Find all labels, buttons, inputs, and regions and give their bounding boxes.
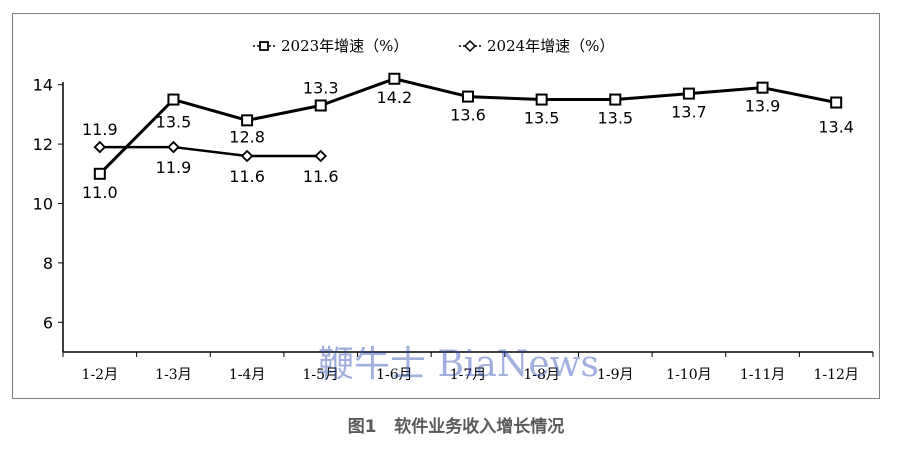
y-tick-label: 10: [33, 195, 53, 214]
legend-label-2: 2024年增速（%）: [487, 37, 614, 55]
legend-marker-square: [259, 41, 269, 51]
data-point-square: [535, 93, 548, 106]
data-label: 13.5: [156, 113, 192, 132]
data-label: 13.3: [303, 78, 339, 97]
data-point-diamond: [314, 149, 328, 163]
series-line-2: [99, 145, 321, 158]
data-point-square: [314, 99, 327, 112]
x-tick-label: 1-6月: [376, 367, 413, 383]
line-chart: 6 8 10 12 14 1-2月 1-3月 1-4月 1-5月 1-6月 1-7月 1-8月 1-9月…: [33, 37, 874, 383]
figure-number: 图1: [347, 417, 377, 437]
y-tick-label: 12: [33, 135, 53, 154]
data-point-square: [167, 93, 180, 106]
legend-label-1: 2023年增速（%）: [281, 37, 408, 55]
y-tick-label: 8: [43, 254, 53, 273]
data-label: 13.6: [450, 106, 486, 125]
data-point-square: [609, 93, 622, 106]
data-point-diamond: [240, 149, 254, 163]
y-tick-label: 6: [43, 313, 53, 332]
x-tick-label: 1-2月: [82, 367, 119, 383]
x-tick-label: 1-4月: [229, 367, 266, 383]
data-point-diamond: [167, 140, 180, 154]
x-tick-label: 1-9月: [597, 367, 634, 383]
data-point-square: [462, 90, 474, 103]
data-label: 11.9: [82, 120, 118, 139]
data-point-square: [830, 96, 843, 109]
x-tick-label: 1-12月: [813, 367, 858, 383]
x-tick-label: 1-11月: [740, 367, 785, 383]
figure-caption: 图1 软件业务收入增长情况: [0, 412, 912, 437]
data-label: 13.7: [671, 103, 707, 122]
legend-marker-diamond: [463, 39, 477, 53]
data-point-diamond: [93, 140, 107, 154]
x-tick-label: 1-3月: [155, 367, 192, 383]
data-label: 14.2: [377, 88, 413, 107]
data-point-square: [241, 114, 254, 127]
data-label: 13.9: [745, 97, 781, 116]
x-tick-label: 1-5月: [302, 367, 339, 383]
watermark: 鞭牛士 BiaNews: [318, 344, 599, 385]
data-label: 13.5: [524, 109, 560, 128]
data-label: 11.6: [229, 167, 265, 186]
chart-frame: 6 8 10 12 14 1-2月 1-3月 1-4月 1-5月 1-6月 1-7月 1-8月 1-9月…: [12, 13, 880, 399]
data-point-square: [388, 72, 401, 85]
data-label: 11.0: [82, 183, 118, 202]
data-label: 11.9: [156, 158, 192, 177]
data-label: 13.5: [597, 109, 633, 128]
x-tick-label: 1-8月: [523, 367, 560, 383]
data-point-square: [682, 87, 695, 100]
x-tick-label: 1-7月: [450, 367, 487, 383]
data-label: 13.4: [818, 118, 854, 137]
data-point-square: [756, 81, 769, 94]
x-tick-label: 1-10月: [666, 367, 711, 383]
data-label: 12.8: [229, 127, 265, 146]
figure-title: 软件业务收入增长情况: [394, 417, 565, 437]
data-point-square: [93, 167, 106, 180]
y-tick-label: 14: [33, 76, 53, 95]
data-label: 11.6: [303, 167, 339, 186]
